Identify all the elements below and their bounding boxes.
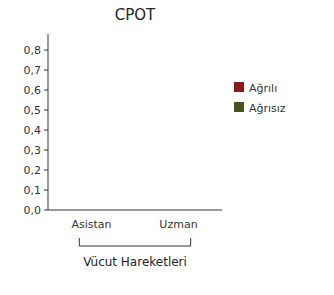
legend: Ağrılı Ağrısız bbox=[234, 82, 286, 115]
x-axis-line bbox=[48, 210, 222, 211]
bar bbox=[70, 210, 92, 211]
y-tick bbox=[44, 210, 48, 211]
legend-label: Ağrılı bbox=[249, 82, 277, 95]
y-tick-label: 0,6 bbox=[24, 84, 42, 97]
y-tick bbox=[44, 70, 48, 71]
y-tick bbox=[44, 110, 48, 111]
chart: CPOT 0,0 0,1 0,2 0,3 0,4 0,5 0,6 0,7 0,8 Asistan Uz… bbox=[0, 0, 334, 295]
y-tick-label: 0,5 bbox=[24, 104, 42, 117]
y-tick-label: 0,4 bbox=[24, 124, 42, 137]
y-axis-line bbox=[48, 34, 49, 210]
legend-swatch bbox=[234, 102, 244, 112]
y-tick bbox=[44, 50, 48, 51]
legend-swatch bbox=[234, 82, 244, 92]
y-tick bbox=[44, 170, 48, 171]
y-tick bbox=[44, 130, 48, 131]
legend-label: Ağrısız bbox=[249, 102, 286, 115]
bracket bbox=[79, 238, 190, 246]
y-tick bbox=[44, 90, 48, 91]
y-tick-label: 0,3 bbox=[24, 144, 42, 157]
title: CPOT bbox=[115, 6, 156, 24]
y-tick-label: 0,8 bbox=[24, 44, 42, 57]
bar bbox=[157, 210, 179, 211]
x-axis-label: Vücut Hareketleri bbox=[83, 255, 187, 269]
y-tick-label: 0,0 bbox=[24, 204, 42, 217]
y-tick-label: 0,1 bbox=[24, 184, 42, 197]
y-tick-label: 0,2 bbox=[24, 164, 42, 177]
bar bbox=[179, 210, 201, 211]
x-tick-label: Asistan bbox=[71, 218, 111, 231]
bar bbox=[92, 210, 114, 211]
y-tick bbox=[44, 150, 48, 151]
y-tick bbox=[44, 190, 48, 191]
y-tick-label: 0,7 bbox=[24, 64, 42, 77]
x-tick-label: Uzman bbox=[159, 218, 197, 231]
